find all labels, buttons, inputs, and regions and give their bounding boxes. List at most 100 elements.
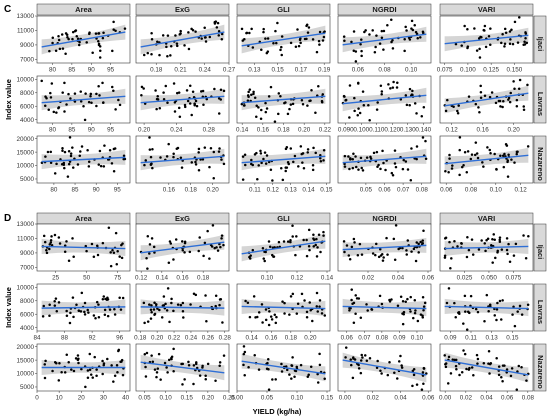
data-point — [316, 310, 319, 313]
data-point — [299, 41, 302, 45]
data-point — [296, 302, 300, 306]
data-point — [518, 78, 522, 82]
data-point — [410, 93, 414, 96]
data-point — [454, 42, 458, 46]
data-point — [149, 162, 153, 166]
data-point — [118, 255, 121, 258]
data-point — [170, 297, 173, 301]
data-point — [251, 248, 255, 252]
data-point — [443, 256, 447, 259]
data-point — [264, 101, 267, 105]
regression-line — [241, 305, 326, 310]
data-point — [490, 244, 493, 247]
x-tick-label: 0.08 — [465, 187, 478, 194]
regression-line — [342, 33, 427, 46]
data-point — [161, 34, 165, 37]
data-point — [214, 379, 217, 382]
data-point — [187, 360, 190, 364]
data-point — [69, 152, 73, 155]
data-point — [314, 151, 317, 155]
data-point — [113, 147, 117, 150]
column-strip — [337, 3, 432, 16]
data-point — [67, 361, 70, 364]
x-tick-label: 90 — [88, 127, 96, 134]
data-point — [410, 19, 414, 23]
data-point — [462, 349, 465, 352]
facet-panel — [36, 15, 131, 64]
data-point — [307, 373, 310, 377]
data-point — [183, 251, 186, 254]
data-point — [405, 249, 408, 252]
data-point — [113, 374, 117, 378]
data-point — [242, 363, 245, 367]
data-point — [63, 150, 67, 154]
data-point — [460, 44, 463, 47]
x-tick-label: 0.140 — [415, 127, 431, 134]
data-point — [53, 304, 57, 307]
data-point — [246, 94, 250, 97]
data-point — [190, 113, 193, 117]
data-point — [365, 156, 369, 159]
column-strip-label: VARI — [478, 214, 495, 223]
data-point — [421, 242, 425, 245]
x-tick-label: 0.02 — [362, 275, 375, 282]
data-point — [301, 152, 305, 155]
data-point — [448, 240, 451, 244]
data-point — [67, 149, 71, 153]
data-point — [384, 168, 387, 172]
data-point — [295, 312, 299, 315]
data-point — [249, 254, 252, 257]
data-point — [106, 296, 109, 300]
data-point — [380, 93, 383, 96]
data-point — [178, 115, 182, 119]
data-point — [220, 158, 223, 161]
data-point — [247, 366, 250, 369]
column-strip — [36, 3, 131, 16]
data-point — [169, 44, 173, 48]
x-tick-label: 0.07 — [358, 335, 371, 342]
data-point — [466, 310, 470, 314]
data-point — [381, 149, 384, 153]
data-point — [172, 369, 175, 373]
data-point — [396, 377, 399, 380]
column-strip-label: ExG — [175, 214, 190, 223]
data-point — [219, 297, 223, 301]
data-point — [218, 303, 221, 307]
x-tick-label: 0.18 — [277, 127, 290, 134]
data-point — [349, 358, 352, 361]
data-point — [260, 303, 264, 306]
data-point — [173, 101, 177, 104]
data-point — [164, 84, 168, 88]
data-point — [488, 372, 491, 375]
data-point — [343, 165, 347, 168]
data-point — [344, 346, 348, 349]
x-tick-label: 0.06 — [422, 275, 435, 282]
regression-line — [140, 31, 225, 48]
data-point — [488, 303, 492, 306]
data-point — [257, 164, 260, 167]
data-point — [522, 234, 525, 237]
data-point — [86, 308, 89, 312]
data-point — [323, 377, 326, 380]
data-point — [115, 363, 119, 367]
x-tick-label: 0.15 — [272, 67, 285, 74]
data-point — [515, 152, 518, 156]
data-point — [353, 241, 356, 244]
x-tick-label: 0.120 — [384, 127, 400, 134]
data-point — [181, 301, 185, 305]
y-tick-label: 10000 — [16, 371, 34, 378]
data-point — [491, 261, 494, 264]
data-point — [154, 89, 157, 92]
data-point — [366, 309, 369, 312]
data-point — [289, 103, 293, 106]
data-point — [194, 30, 197, 33]
data-point — [467, 368, 471, 371]
data-point — [97, 43, 101, 47]
data-point — [447, 287, 451, 290]
data-point — [364, 29, 367, 32]
x-tick-label: 85 — [68, 67, 76, 74]
data-point — [189, 303, 192, 306]
data-point — [409, 295, 412, 299]
data-point — [150, 37, 154, 41]
data-point — [57, 236, 61, 239]
